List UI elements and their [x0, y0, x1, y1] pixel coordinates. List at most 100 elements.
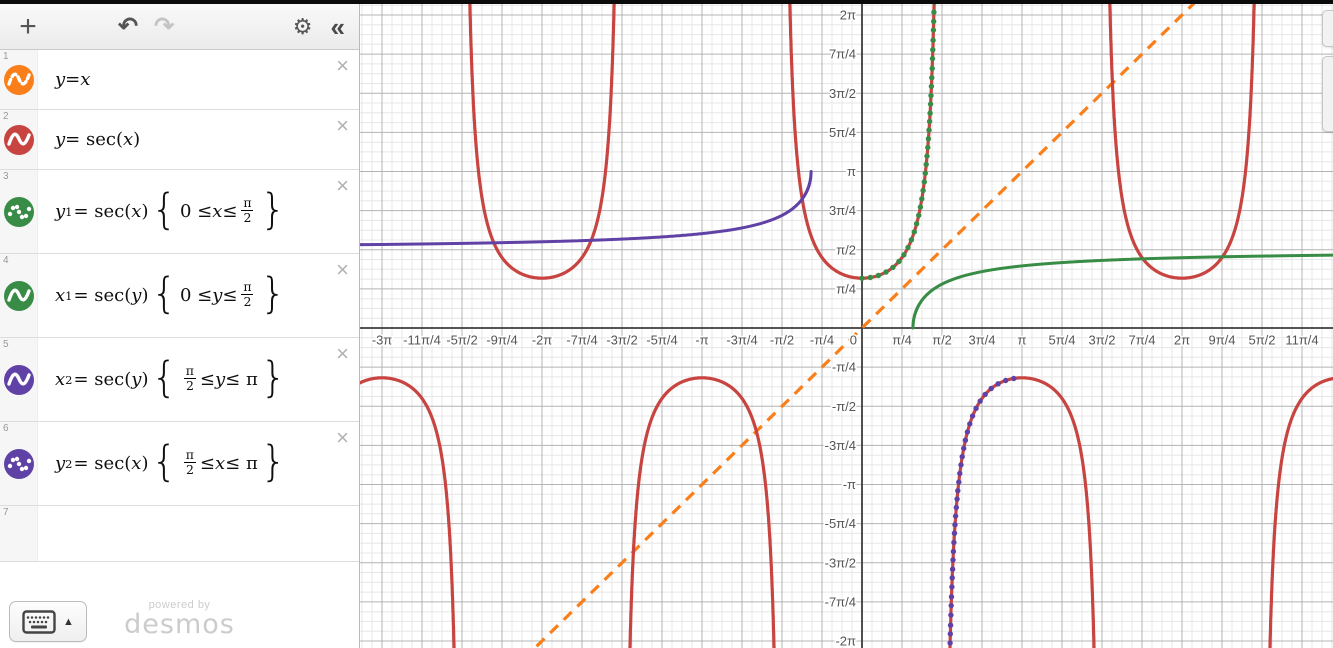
y-axis-tick-label: -π: [843, 477, 856, 492]
keyboard-icon: [22, 609, 56, 634]
y-axis-tick-label: 5π/4: [829, 125, 856, 140]
top-black-strip: [0, 0, 1333, 4]
expression-gutter: 5: [0, 338, 38, 421]
x-axis-tick-label: 5π/4: [1048, 333, 1075, 348]
expression-index: 6: [3, 423, 9, 434]
add-expression-button[interactable]: +: [19, 9, 37, 43]
zoom-controls-partial[interactable]: [1322, 56, 1333, 132]
x-axis-tick-label: π/2: [932, 333, 952, 348]
x-axis-tick-label: 11π/4: [1285, 333, 1318, 348]
y-axis-tick-label: -2π: [835, 634, 856, 648]
y-axis-tick-label: π: [847, 164, 856, 179]
expression-gutter: 7: [0, 506, 38, 561]
graph-paper[interactable]: 2π 7π/4 3π/2 5π/4 π 3π/4 π/2 π/4 -π/4 -π/2 -3π/4 -π…: [360, 0, 1333, 648]
x-axis-tick-label: 9π/4: [1208, 333, 1235, 348]
x-axis-tick-label: 5π/2: [1248, 333, 1275, 348]
expression-sidebar: + ↶ ↷ ⚙ « 1 y = x × 2 y = sec(x) × 3 y 1 = sec(x…: [0, 4, 360, 648]
expression-index: 7: [3, 507, 9, 518]
x-axis-tick-label: π: [1018, 333, 1027, 348]
x-axis-tick-label: -11π/4: [403, 333, 441, 348]
y-axis-tick-label: -π/4: [832, 360, 856, 375]
y-axis-tick-label: -5π/4: [825, 516, 856, 531]
y-axis-tick-label: π/4: [836, 281, 856, 296]
expression-row[interactable]: 1 y = x ×: [0, 50, 359, 110]
delete-expression-button[interactable]: ×: [336, 53, 349, 78]
expression-index: 2: [3, 111, 9, 122]
x-axis-tick-label: -5π/4: [646, 333, 677, 348]
delete-expression-button[interactable]: ×: [336, 425, 349, 450]
undo-button[interactable]: ↶: [118, 12, 139, 40]
delete-expression-button[interactable]: ×: [336, 113, 349, 138]
arrow-up-icon: ▲: [63, 615, 74, 628]
x-axis-tick-label: -3π: [372, 333, 393, 348]
curve-style-icon[interactable]: [3, 124, 34, 155]
collapse-sidebar-button[interactable]: «: [330, 11, 345, 42]
curve-sec-x-q2-dotted: [947, 375, 1017, 646]
x-axis-tick-label: -3π/2: [606, 333, 637, 348]
redo-button[interactable]: ↷: [154, 12, 175, 40]
expression-row[interactable]: 2 y = sec(x) ×: [0, 110, 359, 170]
curve-sec-y-q1: [911, 253, 1333, 330]
x-axis-tick-label: 2π: [1174, 333, 1190, 348]
graph-settings-gear-icon[interactable]: ⚙: [292, 13, 313, 39]
keyboard-toggle-button[interactable]: ▲: [9, 601, 87, 642]
x-axis-tick-label: 3π/4: [968, 333, 995, 348]
expression-toolbar: + ↶ ↷ ⚙ «: [0, 4, 359, 50]
y-axis-tick-label: -7π/4: [825, 594, 856, 609]
curve-style-icon[interactable]: [3, 448, 34, 479]
curve-sec-x-restricted-dotted: [859, 0, 937, 281]
expression-gutter: 1: [0, 50, 38, 109]
x-axis-tick-label: -π/4: [810, 333, 834, 348]
y-axis-tick-label: 7π/4: [829, 47, 856, 62]
x-axis-tick-label: π/4: [892, 333, 912, 348]
expression-gutter: 4: [0, 254, 38, 337]
y-axis-tick-label: -π/2: [832, 399, 856, 414]
expression-list: 1 y = x × 2 y = sec(x) × 3 y 1 = sec(x){0 ≤ x ≤ …: [0, 50, 359, 562]
x-axis-tick-label: -3π/4: [726, 333, 757, 348]
major-grid: [360, 0, 1333, 648]
delete-expression-button[interactable]: ×: [336, 257, 349, 282]
expression-math[interactable]: y = x: [55, 69, 91, 90]
graph-canvas[interactable]: 2π 7π/4 3π/2 5π/4 π 3π/4 π/2 π/4 -π/4 -π/2 -3π/4 -π…: [360, 0, 1333, 648]
x-axis-tick-label: -9π/4: [486, 333, 517, 348]
delete-expression-button[interactable]: ×: [336, 173, 349, 198]
curve-style-icon[interactable]: [3, 196, 34, 227]
x-axis-tick-label: -7π/4: [566, 333, 597, 348]
x-axis-tick-label: -π: [695, 333, 708, 348]
y-axis-tick-label: π/2: [836, 242, 856, 257]
x-axis-tick-label: 3π/2: [1088, 333, 1115, 348]
delete-expression-button[interactable]: ×: [336, 341, 349, 366]
y-axis-tick-label: -3π/4: [825, 438, 856, 453]
x-axis-tick-label: -π/2: [770, 333, 794, 348]
graph-settings-button-partial[interactable]: [1322, 10, 1333, 47]
y-axis-tick-label: 3π/4: [829, 203, 856, 218]
expression-gutter: 2: [0, 110, 38, 169]
x-axis-tick-label: -2π: [532, 333, 553, 348]
curve-sec-y-q2: [360, 170, 813, 247]
expression-gutter: 3: [0, 170, 38, 253]
expression-math[interactable]: y = sec(x): [55, 129, 141, 150]
x-axis-tick-label: -5π/2: [446, 333, 477, 348]
x-axis-tick-label: 7π/4: [1128, 333, 1155, 348]
y-axis-tick-label: 3π/2: [829, 86, 856, 101]
x-axis-tick-label: 0: [850, 333, 857, 348]
curve-style-icon[interactable]: [3, 364, 34, 395]
expression-index: 4: [3, 255, 9, 266]
expression-index: 3: [3, 171, 9, 182]
curve-style-icon[interactable]: [3, 64, 34, 95]
expression-row[interactable]: 7: [0, 506, 359, 562]
curve-style-icon[interactable]: [3, 280, 34, 311]
expression-gutter: 6: [0, 422, 38, 505]
